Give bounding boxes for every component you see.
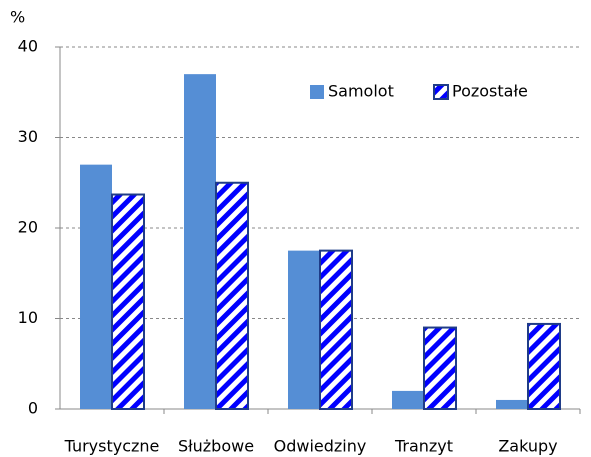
bar [288,250,320,409]
legend-label: Pozostałe [452,82,528,101]
bar [496,399,528,409]
x-tick-label: Służbowe [178,437,254,456]
bar [319,249,353,410]
bar [527,322,561,410]
bar [423,326,457,410]
x-tick-label: Turystyczne [64,437,160,456]
y-tick-label: 0 [28,399,38,418]
y-tick-label: 30 [18,127,38,146]
x-tick-label: Odwiedziny [274,437,367,456]
x-tick-label: Zakupy [498,437,557,456]
bar [392,390,424,409]
bar [80,164,112,409]
legend-label: Samolot [328,82,394,101]
bar [184,74,216,410]
legend-swatch [433,84,449,100]
y-tick-label: 10 [18,308,38,327]
y-tick-label: 40 [18,37,38,56]
y-axis-label: % [10,8,25,27]
legend-swatch [310,85,324,99]
bar [111,193,145,410]
x-tick-label: Tranzyt [394,437,453,456]
y-tick-label: 20 [18,218,38,237]
bar [215,181,249,410]
